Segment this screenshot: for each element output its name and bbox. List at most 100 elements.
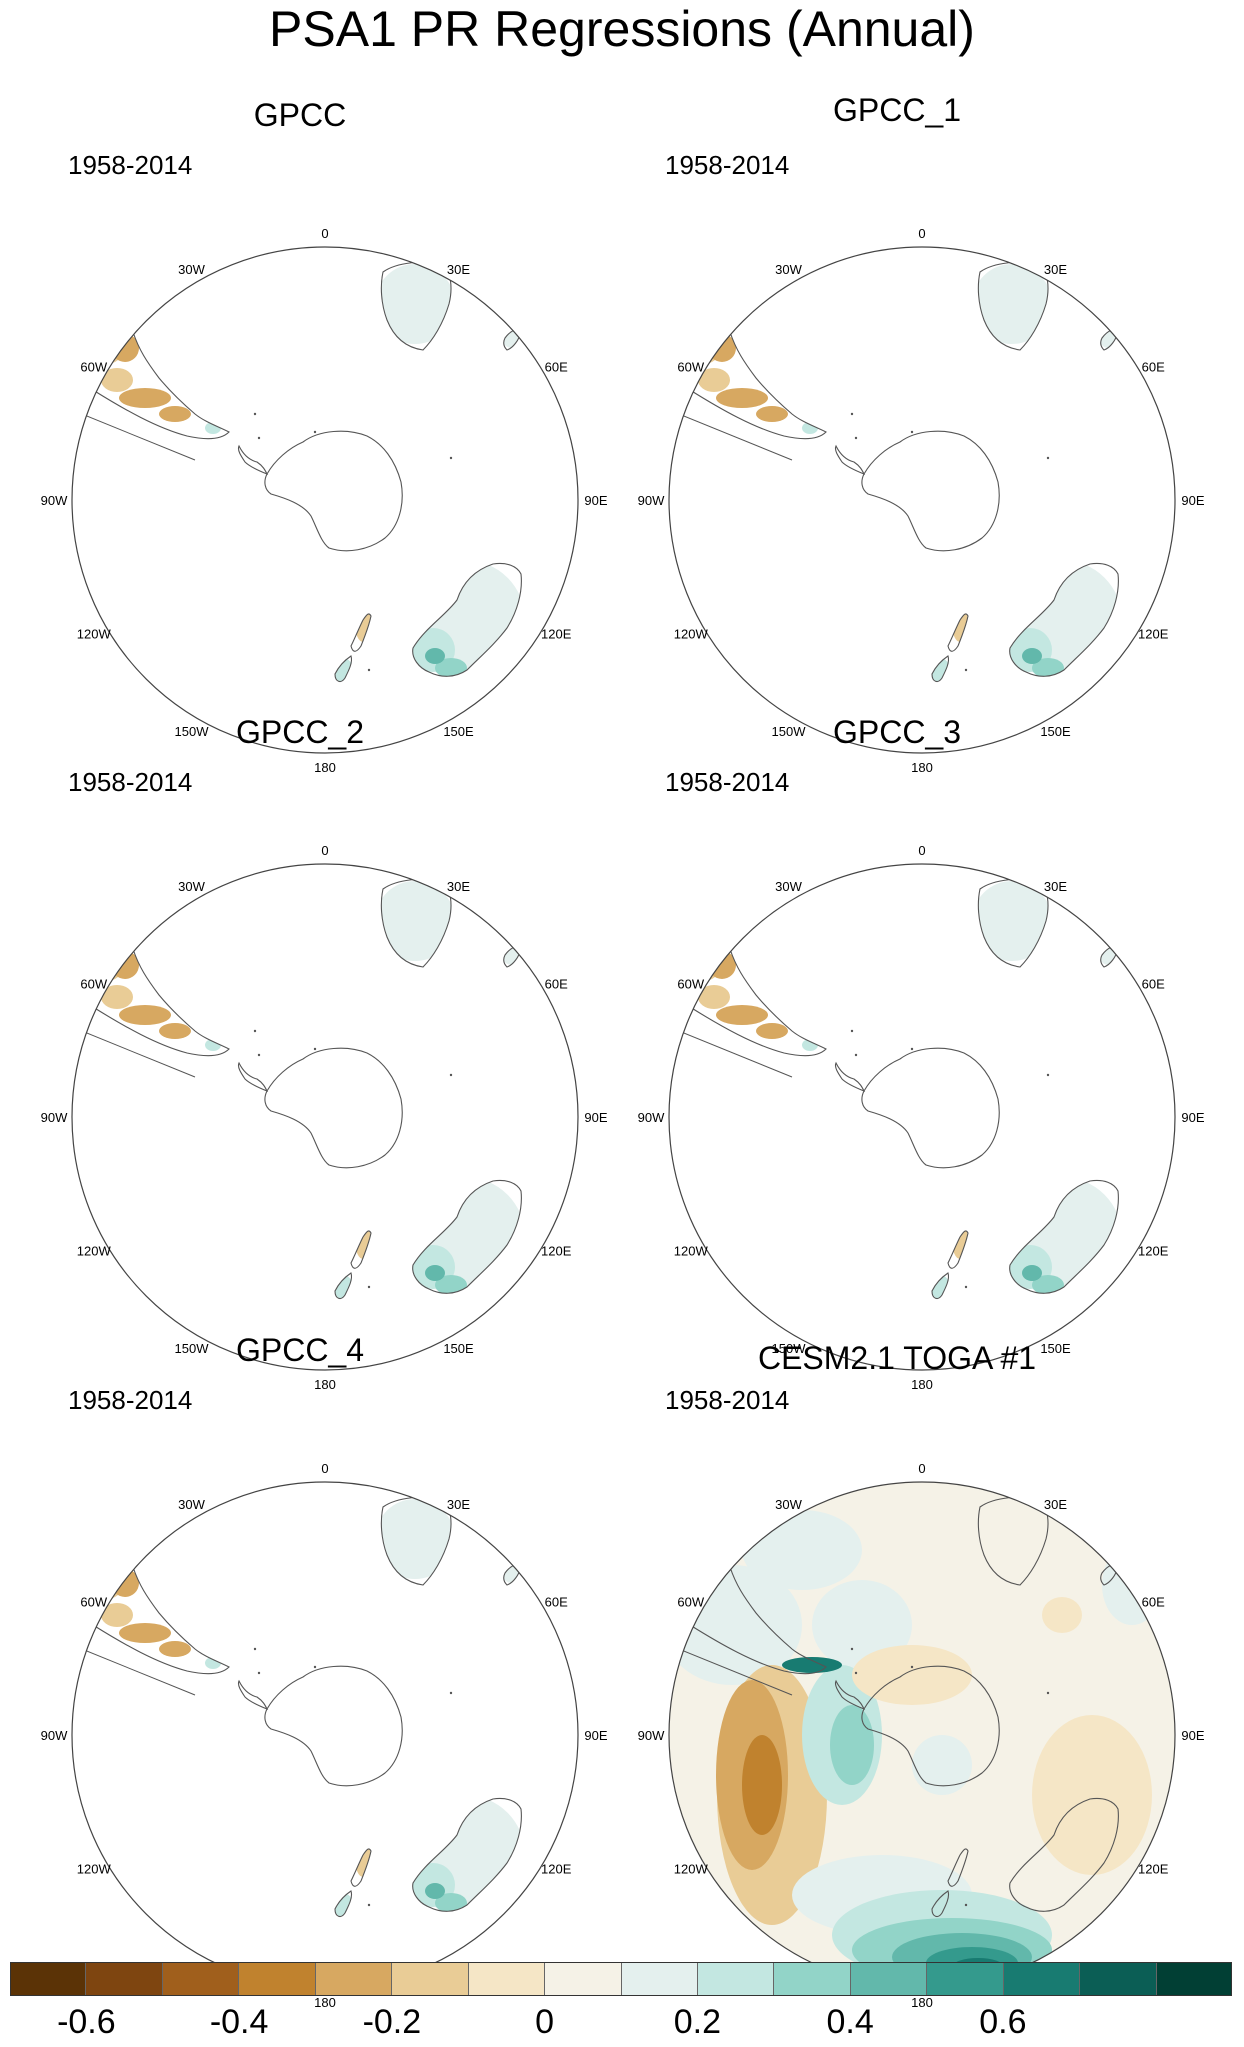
- panel-title: GPCC: [253, 97, 347, 133]
- longitude-label: 90E: [584, 493, 607, 508]
- longitude-label: 120W: [77, 1862, 112, 1877]
- map-panel: GPCC_1 1958-2014 0 30E 60E 90E 120E 150E 180 150W…: [617, 90, 1205, 775]
- longitude-label: 30W: [775, 262, 802, 277]
- longitude-label: 120E: [1138, 627, 1169, 642]
- longitude-label: 120W: [674, 627, 709, 642]
- longitude-label: 90E: [1181, 1728, 1204, 1743]
- map-boundary: [668, 246, 1176, 754]
- panel-title: GPCC_1: [832, 92, 962, 128]
- longitude-label: 0: [321, 843, 328, 858]
- longitude-label: 120E: [1138, 1862, 1169, 1877]
- longitude-label: 180: [911, 1377, 933, 1392]
- colorbar-swatch: [1080, 1962, 1157, 1996]
- longitude-label: 30E: [447, 262, 470, 277]
- panel-title: GPCC_4: [235, 1332, 365, 1368]
- map-panel: GPCC_4 1958-2014 0 30E 60E 90E 120E 150E 180 150W…: [20, 1325, 608, 2010]
- longitude-label: 90W: [638, 1728, 665, 1743]
- longitude-label: 60E: [545, 1595, 568, 1610]
- colorbar-tick-label: -0.6: [57, 2003, 116, 2041]
- panel-title: GPCC_3: [832, 714, 962, 750]
- map-panel: GPCC 1958-2014 0 30E 60E 90E 120E 150E 180 150W 12…: [20, 90, 608, 775]
- longitude-label: 120E: [541, 1862, 572, 1877]
- period-label: 1958-2014: [665, 150, 790, 180]
- longitude-label: 30E: [447, 1497, 470, 1512]
- precip-shading: [85, 264, 522, 753]
- longitude-label: 120E: [541, 627, 572, 642]
- longitude-label: 0: [321, 226, 328, 241]
- colorbar-tick-label: 0.2: [673, 2003, 722, 2041]
- map-boundary: [71, 246, 579, 754]
- panel-title: GPCC_2: [235, 714, 365, 750]
- map-boundary: [668, 863, 1176, 1371]
- longitude-label: 90W: [638, 493, 665, 508]
- longitude-label: 30E: [447, 879, 470, 894]
- colorbar-swatch: [927, 1962, 1004, 1996]
- longitude-label: 150W: [772, 724, 807, 739]
- longitude-label: 0: [918, 843, 925, 858]
- longitude-label: 180: [314, 1995, 336, 2010]
- colorbar: [10, 1962, 1232, 1996]
- longitude-label: 0: [918, 1461, 925, 1476]
- longitude-label: 180: [314, 1377, 336, 1392]
- colorbar-tick-label: 0.6: [979, 2003, 1027, 2041]
- longitude-label: 0: [321, 1461, 328, 1476]
- longitude-label: 90W: [41, 1110, 68, 1125]
- longitude-label: 180: [314, 760, 336, 775]
- longitude-label: 30W: [178, 262, 205, 277]
- period-label: 1958-2014: [665, 1385, 790, 1415]
- longitude-label: 30W: [178, 1497, 205, 1512]
- colorbar-swatch: [850, 1962, 928, 1996]
- colorbar-tick-label: 0: [535, 2003, 555, 2041]
- longitude-label: 90E: [1181, 493, 1204, 508]
- colorbar-tick-label: -0.4: [209, 2003, 269, 2041]
- longitude-label: 120W: [674, 1862, 709, 1877]
- longitude-label: 60E: [545, 360, 568, 375]
- longitude-label: 60E: [545, 977, 568, 992]
- period-label: 1958-2014: [68, 767, 193, 797]
- colorbar-swatch: [774, 1962, 851, 1996]
- precip-shading: [669, 1482, 1175, 1988]
- longitude-label: 30W: [775, 1497, 802, 1512]
- colorbar-swatch: [239, 1962, 316, 1996]
- longitude-label: 90W: [41, 493, 68, 508]
- colorbar-swatch: [697, 1962, 775, 1996]
- longitude-label: 60W: [80, 360, 107, 375]
- longitude-label: 150E: [1040, 724, 1071, 739]
- figure-title: PSA1 PR Regressions (Annual): [269, 1, 975, 57]
- longitude-label: 60E: [1142, 1595, 1165, 1610]
- period-label: 1958-2014: [68, 1385, 193, 1415]
- colorbar-tick-label: -0.2: [362, 2003, 422, 2041]
- colorbar-swatch: [1003, 1962, 1081, 1996]
- longitude-label: 60W: [677, 977, 704, 992]
- longitude-label: 0: [918, 226, 925, 241]
- longitude-label: 180: [911, 1995, 933, 2010]
- period-label: 1958-2014: [665, 767, 790, 797]
- polar-map: 0 30E 60E 90E 120E 150E 180 150W 120W 90W 60W 30W: [41, 226, 608, 775]
- longitude-label: 180: [911, 760, 933, 775]
- longitude-label: 60W: [677, 360, 704, 375]
- longitude-label: 90W: [41, 1728, 68, 1743]
- longitude-label: 90E: [1181, 1110, 1204, 1125]
- colorbar-swatch: [545, 1962, 622, 1996]
- longitude-label: 90E: [584, 1110, 607, 1125]
- longitude-label: 30W: [775, 879, 802, 894]
- longitude-label: 60W: [80, 1595, 107, 1610]
- longitude-label: 150E: [1040, 1341, 1071, 1356]
- longitude-label: 150W: [175, 724, 210, 739]
- longitude-label: 150E: [443, 724, 474, 739]
- colorbar-swatch: [10, 1962, 87, 1996]
- longitude-label: 30E: [1044, 262, 1067, 277]
- longitude-label: 150W: [772, 1341, 807, 1356]
- longitude-label: 120W: [77, 627, 112, 642]
- longitude-label: 90W: [638, 1110, 665, 1125]
- map-panel: CESM2.1 TOGA #1 1958-2014 0 30E 60E 90E 120E 15…: [617, 1325, 1205, 2010]
- longitude-label: 120E: [541, 1244, 572, 1259]
- longitude-label: 150E: [443, 1341, 474, 1356]
- colorbar-tick-label: 0.4: [826, 2003, 874, 2041]
- colorbar-swatch: [86, 1962, 163, 1996]
- longitude-label: 30E: [1044, 1497, 1067, 1512]
- longitude-label: 120W: [674, 1244, 709, 1259]
